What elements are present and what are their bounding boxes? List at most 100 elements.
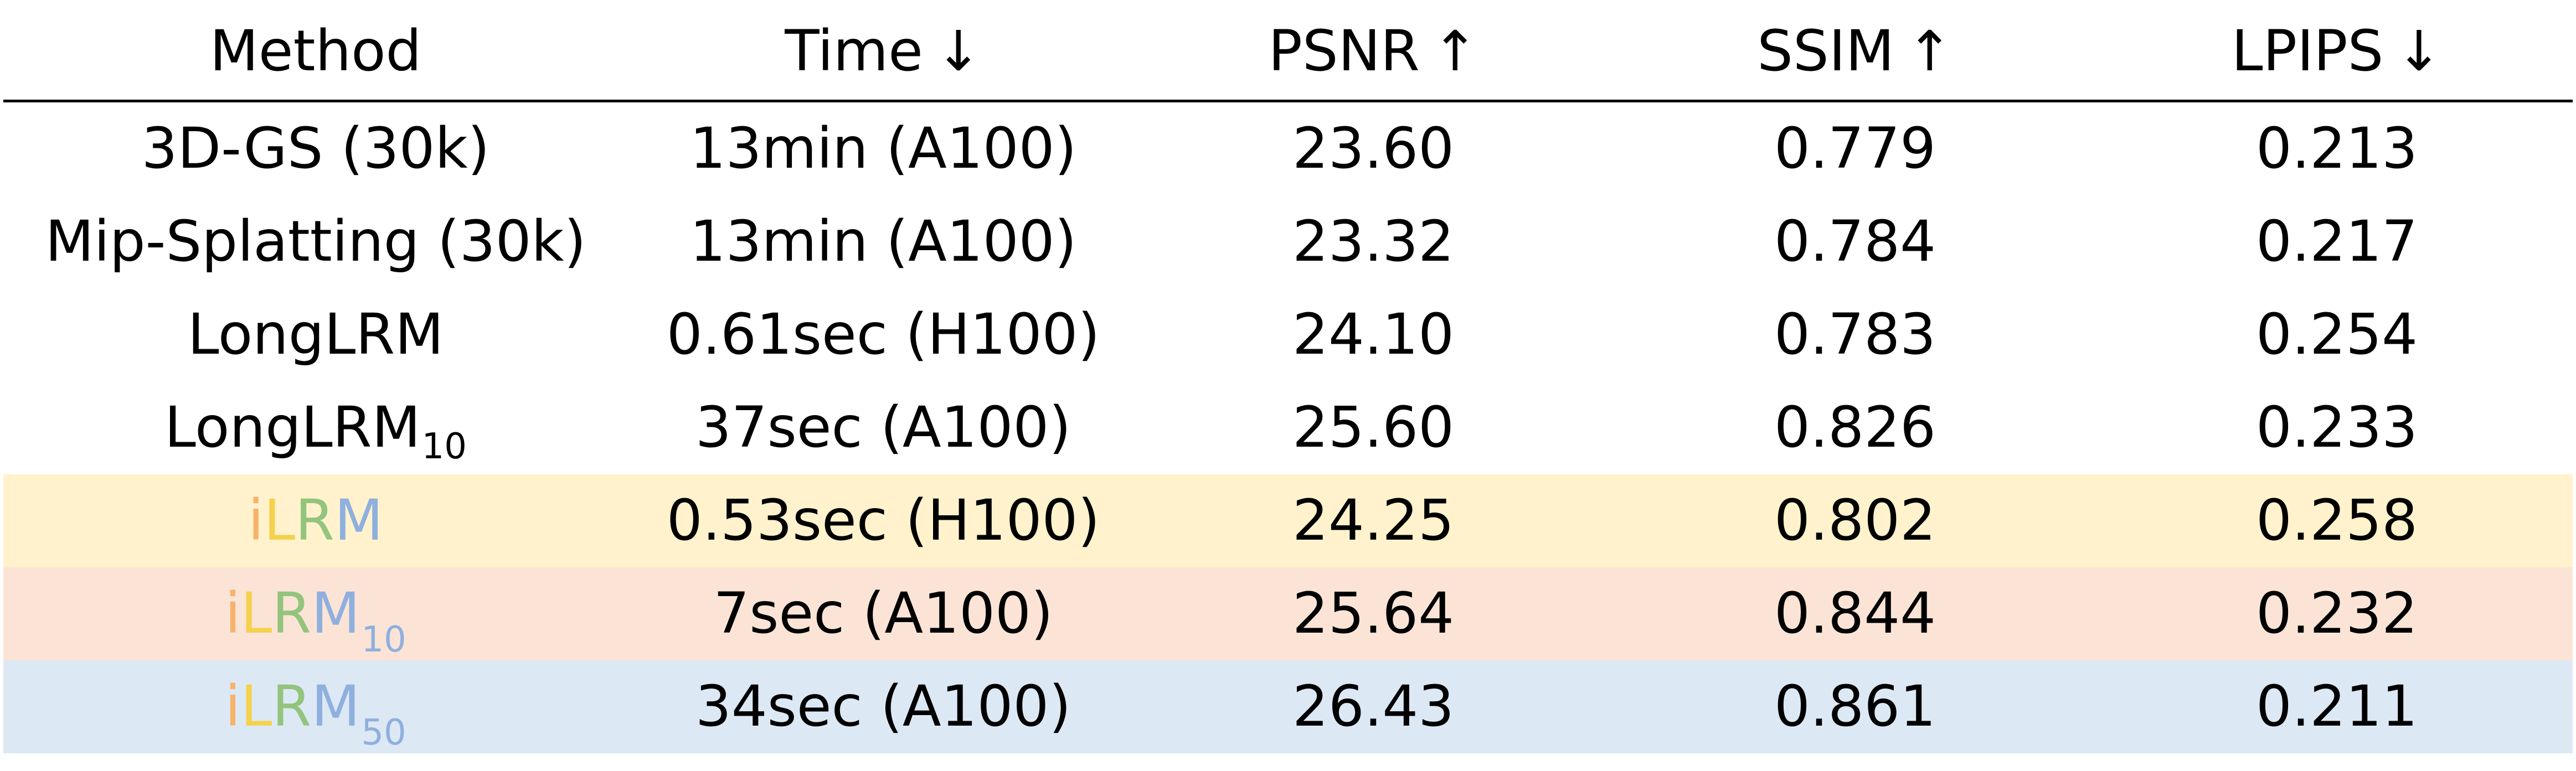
table-row: LongLRM 0.61sec (H100) 24.10 0.783 0.254 [0, 288, 2576, 381]
header-psnr-label: PSNR [1268, 18, 1420, 84]
lpips-value: 0.258 [2255, 488, 2418, 553]
brand-letter: M [334, 488, 384, 553]
psnr-cell: 24.10 [1146, 288, 1600, 381]
method-cell: 3D-GS (30k) [11, 102, 620, 195]
header-time: Time ↓ [620, 0, 1146, 103]
lpips-value: 0.211 [2255, 674, 2418, 739]
down-arrow-icon: ↓ [935, 19, 982, 84]
lpips-cell: 0.254 [2110, 288, 2564, 381]
header-lpips-label: LPIPS [2231, 18, 2384, 84]
method-name: Mip-Splatting (30k) [45, 209, 586, 275]
time-value: 0.61sec (H100) [666, 302, 1100, 368]
header-psnr: PSNR ↑ [1146, 0, 1600, 103]
brand-letter: R [272, 581, 312, 646]
method-name: LongLRM [187, 302, 444, 368]
header-method-label: Method [209, 18, 422, 84]
table-row: Mip-Splatting (30k) 13min (A100) 23.32 0… [0, 195, 2576, 288]
time-value: 7sec (A100) [713, 581, 1053, 646]
lpips-cell: 0.232 [2110, 567, 2564, 660]
method-cell: i L R M 50 [11, 660, 620, 753]
psnr-cell: 25.64 [1146, 567, 1600, 660]
brand-letter: M [311, 581, 360, 646]
down-arrow-icon: ↓ [2395, 19, 2443, 84]
brand-letter: L [240, 674, 272, 739]
time-value: 37sec (A100) [695, 395, 1071, 460]
ssim-value: 0.784 [1774, 209, 1936, 275]
ssim-cell: 0.861 [1600, 660, 2110, 753]
ssim-cell: 0.826 [1600, 381, 2110, 474]
lpips-value: 0.254 [2255, 302, 2418, 368]
lpips-cell: 0.233 [2110, 381, 2564, 474]
lpips-value: 0.233 [2255, 395, 2418, 460]
header-method: Method [11, 0, 620, 103]
lpips-value: 0.232 [2255, 581, 2418, 646]
time-cell: 0.61sec (H100) [620, 288, 1146, 381]
psnr-value: 25.60 [1292, 395, 1454, 460]
lpips-cell: 0.217 [2110, 195, 2564, 288]
highlighted-table-row: i L R M 10 7sec (A100) 25.64 0.844 0.232 [3, 567, 2573, 660]
ssim-value: 0.826 [1774, 395, 1936, 460]
time-cell: 13min (A100) [620, 195, 1146, 288]
method-name: 3D-GS (30k) [141, 116, 490, 182]
time-cell: 13min (A100) [620, 102, 1146, 195]
brand-letter: i [225, 674, 241, 739]
table-row: LongLRM 10 37sec (A100) 25.60 0.826 0.233 [0, 381, 2576, 474]
lpips-cell: 0.211 [2110, 660, 2564, 753]
header-rule [3, 100, 2573, 102]
psnr-cell: 23.32 [1146, 195, 1600, 288]
method-subscript: 10 [361, 619, 406, 660]
up-arrow-icon: ↑ [1906, 19, 1953, 84]
ssim-cell: 0.783 [1600, 288, 2110, 381]
psnr-value: 23.60 [1292, 116, 1454, 182]
time-value: 13min (A100) [689, 209, 1077, 275]
method-name: LongLRM [164, 395, 421, 460]
psnr-value: 24.10 [1292, 302, 1454, 368]
header-lpips: LPIPS ↓ [2110, 0, 2564, 103]
psnr-value: 26.43 [1292, 674, 1454, 739]
psnr-cell: 26.43 [1146, 660, 1600, 753]
brand-letter: R [295, 488, 335, 553]
ilrm-brand-name: i L R M 10 [225, 581, 406, 658]
method-cell: Mip-Splatting (30k) [11, 195, 620, 288]
lpips-value: 0.217 [2255, 209, 2418, 275]
brand-letter: L [264, 488, 296, 553]
time-cell: 34sec (A100) [620, 660, 1146, 753]
time-cell: 7sec (A100) [620, 567, 1146, 660]
ssim-value: 0.844 [1774, 581, 1936, 646]
header-time-label: Time [785, 18, 923, 84]
brand-letter: M [311, 674, 360, 739]
ssim-value: 0.861 [1774, 674, 1936, 739]
lpips-cell: 0.213 [2110, 102, 2564, 195]
time-cell: 37sec (A100) [620, 381, 1146, 474]
psnr-value: 23.32 [1292, 209, 1454, 275]
brand-letter: R [272, 674, 312, 739]
ssim-value: 0.783 [1774, 302, 1936, 368]
psnr-value: 25.64 [1292, 581, 1454, 646]
up-arrow-icon: ↑ [1431, 19, 1478, 84]
method-cell: LongLRM [11, 288, 620, 381]
ssim-cell: 0.779 [1600, 102, 2110, 195]
lpips-cell: 0.258 [2110, 474, 2564, 567]
highlighted-table-row: i L R M 50 34sec (A100) 26.43 0.861 0.211 [3, 660, 2573, 753]
method-subscript: 10 [421, 426, 467, 467]
ilrm-brand-name: i L R M 50 [225, 674, 406, 751]
psnr-value: 24.25 [1292, 488, 1454, 553]
time-value: 13min (A100) [689, 116, 1077, 182]
method-cell: i L R M 10 [11, 567, 620, 660]
ssim-value: 0.779 [1774, 116, 1936, 182]
time-cell: 0.53sec (H100) [620, 474, 1146, 567]
ssim-cell: 0.802 [1600, 474, 2110, 567]
header-ssim-label: SSIM [1757, 18, 1894, 84]
brand-letter: i [225, 581, 241, 646]
table-header-row: Method Time ↓ PSNR ↑ SSIM ↑ LPIPS ↓ [0, 0, 2576, 103]
ssim-cell: 0.844 [1600, 567, 2110, 660]
psnr-cell: 25.60 [1146, 381, 1600, 474]
psnr-cell: 24.25 [1146, 474, 1600, 567]
ssim-value: 0.802 [1774, 488, 1936, 553]
ssim-cell: 0.784 [1600, 195, 2110, 288]
time-value: 0.53sec (H100) [666, 488, 1100, 553]
